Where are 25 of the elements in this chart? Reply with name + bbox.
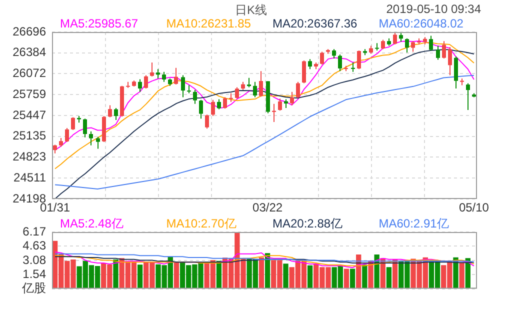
y-tick-label: 24823 bbox=[12, 150, 46, 164]
y-tick-label: 1.54 bbox=[22, 266, 46, 281]
y-tick-label: 24511 bbox=[14, 170, 46, 184]
chart-subtitle: 2019-05-10 09:34 bbox=[386, 2, 481, 16]
y-tick-label: 26384 bbox=[12, 45, 46, 60]
y-tick-label: 25447 bbox=[12, 108, 46, 122]
text: MA20:26367.36 bbox=[272, 16, 358, 30]
text: MA10:26231.85 bbox=[166, 16, 252, 30]
series-label: MA5:2.48亿 bbox=[60, 216, 124, 230]
y-tick-label: 26072 bbox=[12, 66, 46, 80]
text: MA60:2.91亿 bbox=[378, 216, 449, 230]
text: MA20:2.88亿 bbox=[272, 216, 343, 230]
text: MA60:26048.02 bbox=[378, 16, 464, 30]
x-tick-label: 05/10 bbox=[458, 200, 490, 215]
y-tick-label: 6.17 bbox=[22, 224, 46, 238]
y-tick-label: 亿股 bbox=[21, 281, 46, 296]
text: MA5:25985.67 bbox=[60, 16, 138, 30]
y-tick-label: 4.63 bbox=[22, 238, 46, 252]
y-tick-label: 26696 bbox=[12, 24, 46, 38]
y-tick-label: 25759 bbox=[12, 86, 46, 101]
text: MA10:2.70亿 bbox=[166, 216, 236, 230]
x-tick-label: 03/22 bbox=[252, 200, 283, 215]
y-tick-label: 25135 bbox=[12, 128, 46, 143]
chart-title: 日K线 bbox=[235, 2, 268, 19]
y-tick-label: 3.08 bbox=[22, 252, 46, 267]
